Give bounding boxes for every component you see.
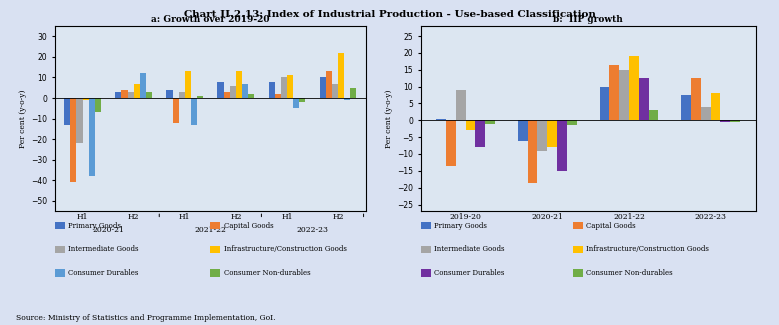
Text: Consumer Non-durables: Consumer Non-durables: [586, 269, 672, 277]
Bar: [217, 82, 224, 98]
Bar: [629, 56, 639, 120]
Text: Intermediate Goods: Intermediate Goods: [68, 245, 139, 253]
Bar: [287, 75, 293, 98]
Bar: [167, 90, 172, 98]
Bar: [89, 98, 95, 176]
Text: Consumer Durables: Consumer Durables: [434, 269, 504, 277]
Bar: [134, 84, 140, 98]
Title: a: Growth over 2019-20: a: Growth over 2019-20: [151, 15, 270, 24]
Text: Source: Ministry of Statistics and Programme Implementation, GoI.: Source: Ministry of Statistics and Progr…: [16, 314, 275, 322]
Bar: [446, 120, 456, 166]
Text: 2020-21: 2020-21: [92, 226, 124, 234]
Bar: [538, 120, 548, 150]
Bar: [456, 90, 466, 120]
Bar: [70, 98, 76, 182]
Text: Primary Goods: Primary Goods: [434, 222, 487, 229]
Bar: [351, 88, 357, 98]
Bar: [230, 86, 236, 98]
Bar: [701, 107, 710, 120]
Bar: [475, 120, 485, 147]
Text: 2022-23: 2022-23: [297, 226, 329, 234]
Bar: [485, 120, 495, 124]
Bar: [249, 94, 254, 98]
Bar: [146, 92, 152, 98]
Text: Consumer Non-durables: Consumer Non-durables: [224, 269, 310, 277]
Text: Consumer Durables: Consumer Durables: [68, 269, 138, 277]
Bar: [128, 92, 134, 98]
Text: Capital Goods: Capital Goods: [586, 222, 636, 229]
Bar: [600, 87, 609, 120]
Bar: [178, 92, 185, 98]
Bar: [95, 98, 101, 112]
Bar: [299, 98, 305, 102]
Text: Chart II.2.13: Index of Industrial Production - Use-based Classification: Chart II.2.13: Index of Industrial Produ…: [184, 10, 595, 19]
Text: Infrastructure/Construction Goods: Infrastructure/Construction Goods: [586, 245, 709, 253]
Text: Primary Goods: Primary Goods: [68, 222, 121, 229]
Bar: [710, 93, 721, 120]
Bar: [326, 71, 332, 98]
Bar: [64, 98, 70, 125]
Bar: [557, 120, 567, 171]
Bar: [191, 98, 197, 125]
Bar: [639, 78, 649, 120]
Bar: [172, 98, 178, 123]
Bar: [332, 84, 338, 98]
Bar: [140, 73, 146, 98]
Bar: [466, 120, 475, 130]
Bar: [721, 120, 730, 122]
Bar: [344, 98, 351, 100]
Bar: [567, 120, 576, 125]
Bar: [518, 120, 527, 140]
Bar: [319, 77, 326, 98]
Bar: [197, 96, 203, 98]
Bar: [242, 84, 249, 98]
Bar: [527, 120, 538, 183]
Y-axis label: Per cent (y-o-y): Per cent (y-o-y): [385, 89, 393, 148]
Bar: [548, 120, 557, 147]
Bar: [730, 120, 740, 122]
Bar: [682, 95, 691, 120]
Bar: [275, 94, 280, 98]
Bar: [269, 82, 275, 98]
Bar: [122, 90, 128, 98]
Bar: [338, 53, 344, 98]
Bar: [236, 71, 242, 98]
Title: b:  IIP growth: b: IIP growth: [553, 15, 623, 24]
Text: Infrastructure/Construction Goods: Infrastructure/Construction Goods: [224, 245, 347, 253]
Bar: [691, 78, 701, 120]
Bar: [619, 70, 629, 120]
Bar: [83, 98, 89, 100]
Text: Intermediate Goods: Intermediate Goods: [434, 245, 505, 253]
Bar: [649, 110, 658, 120]
Bar: [609, 65, 619, 120]
Bar: [76, 98, 83, 143]
Bar: [280, 77, 287, 98]
Bar: [115, 92, 122, 98]
Bar: [293, 98, 299, 108]
Bar: [436, 119, 446, 120]
Bar: [185, 71, 191, 98]
Bar: [224, 92, 230, 98]
Y-axis label: Per cent (y-o-y): Per cent (y-o-y): [19, 89, 26, 148]
Text: 2021-22: 2021-22: [195, 226, 226, 234]
Text: Capital Goods: Capital Goods: [224, 222, 273, 229]
